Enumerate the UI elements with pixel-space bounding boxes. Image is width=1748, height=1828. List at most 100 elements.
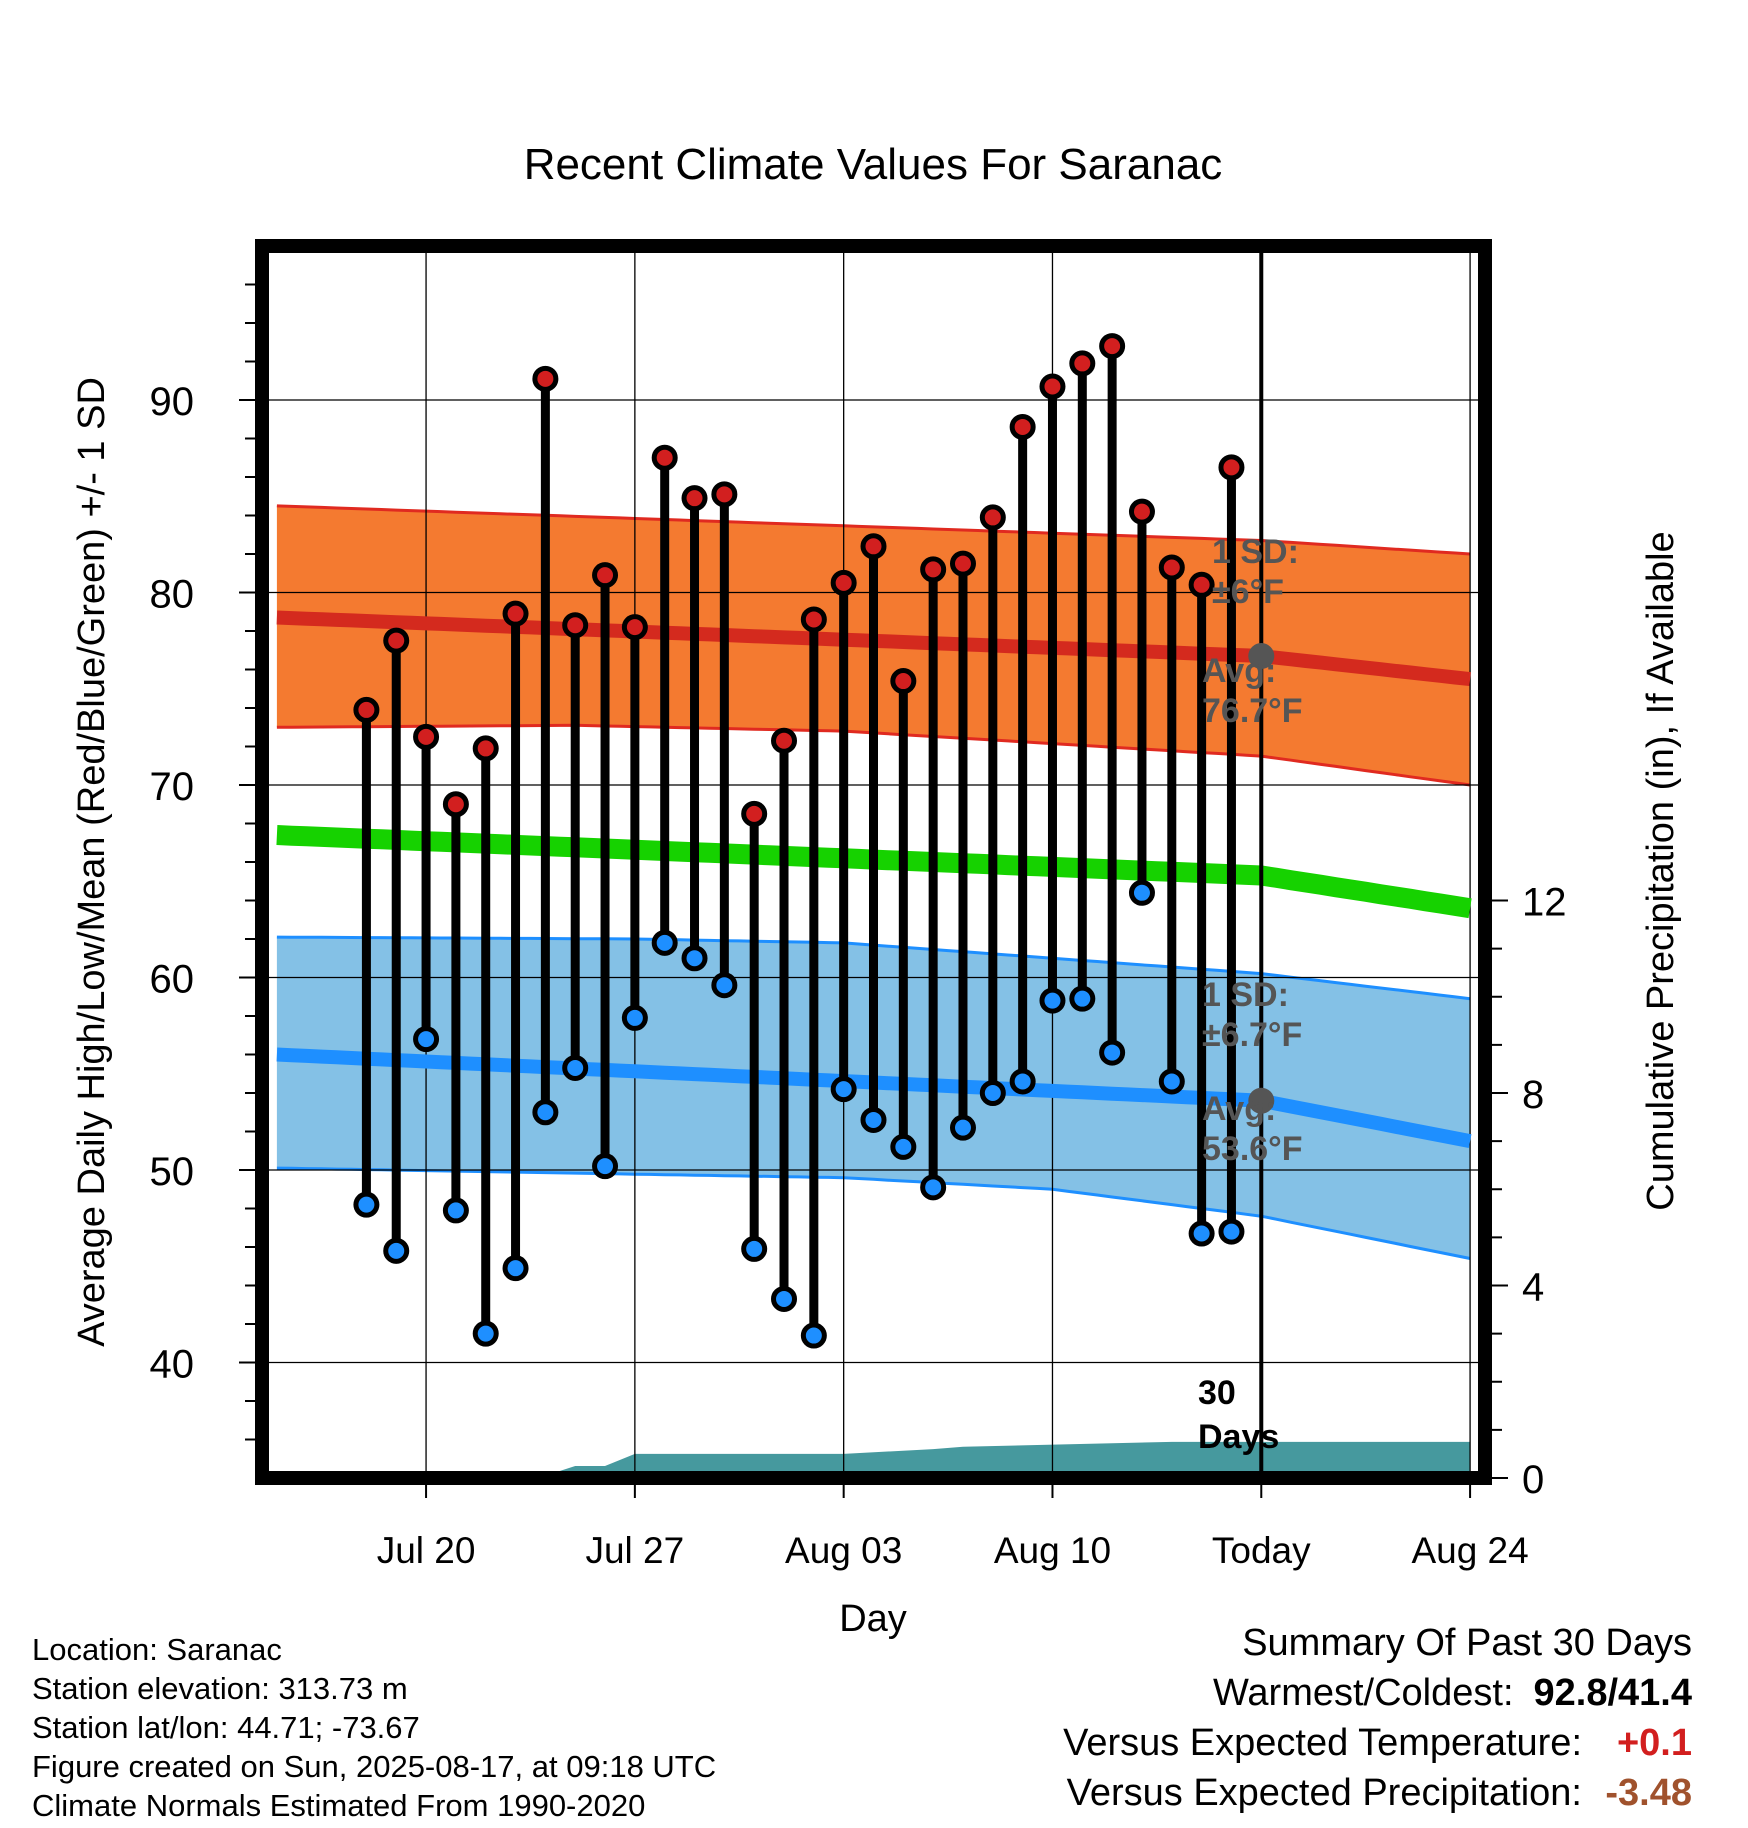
daily-low-point xyxy=(502,1255,529,1282)
daily-high-point xyxy=(800,606,827,633)
x-tick-label: Aug 24 xyxy=(1411,1530,1528,1571)
y-right-tick-label: 8 xyxy=(1522,1073,1544,1117)
daily-low-point xyxy=(711,972,738,999)
precip-area xyxy=(276,1441,1471,1478)
summary-panel: Summary Of Past 30 Days Warmest/Coldest:… xyxy=(1063,1622,1692,1822)
x-tick-label: Aug 03 xyxy=(785,1530,902,1571)
daily-low-point xyxy=(1009,1068,1036,1095)
daily-high-point xyxy=(949,550,976,577)
daily-low-point xyxy=(1099,1039,1126,1066)
daily-high-point xyxy=(353,696,380,723)
plot-frame xyxy=(255,239,1492,1485)
daily-low-point xyxy=(1128,879,1155,906)
y-left-tick-label: 80 xyxy=(150,573,195,617)
daily-low-point xyxy=(621,1004,648,1031)
days-label-line: 30 xyxy=(1198,1374,1236,1412)
low-band-lower-edge xyxy=(276,1166,1471,1260)
warm-cold-label: Warmest/Coldest: xyxy=(1212,1672,1514,1714)
x-tick-label: Today xyxy=(1212,1530,1311,1571)
temp-departure-value: +0.1 xyxy=(1616,1722,1692,1764)
daily-high-point xyxy=(442,791,469,818)
normals-text: Climate Normals Estimated From 1990-2020 xyxy=(32,1788,646,1823)
low-sd-annotation-line: 1 SD: xyxy=(1202,976,1289,1014)
daily-high-point xyxy=(920,556,947,583)
daily-high-point xyxy=(1188,571,1215,598)
low-sd-annotation: 1 SD:±6.7°F xyxy=(1202,976,1302,1054)
high-sd-annotation-line: 1 SD: xyxy=(1212,533,1299,571)
daily-high-point xyxy=(502,600,529,627)
station-info: Location: Saranac Station elevation: 313… xyxy=(32,1630,716,1825)
daily-high-point xyxy=(383,627,410,654)
low-avg-annotation-line: 53.6°F xyxy=(1202,1130,1303,1168)
warm-cold-value: 92.8/41.4 xyxy=(1533,1672,1692,1714)
y-right-axis-title: Cumulative Precipitation (in), If Availa… xyxy=(1640,531,1682,1210)
high-avg-annotation-line: Avg: xyxy=(1202,652,1276,690)
daily-high-point xyxy=(771,727,798,754)
daily-low-point xyxy=(532,1099,559,1126)
daily-low-point xyxy=(1158,1068,1185,1095)
high-avg-annotation: Avg:76.7°F xyxy=(1202,652,1303,730)
y-left-tick-label: 50 xyxy=(150,1150,195,1194)
x-tick-label: Jul 20 xyxy=(377,1530,476,1571)
x-tick-label: Aug 10 xyxy=(994,1530,1111,1571)
low-sd-annotation-line: ±6.7°F xyxy=(1202,1016,1302,1054)
low-avg-annotation: Avg:53.6°F xyxy=(1202,1090,1303,1168)
precip-departure-label: Versus Expected Precipitation: xyxy=(1066,1772,1582,1814)
days-label: 30 Days xyxy=(1198,1374,1279,1456)
high-sd-annotation: 1 SD:±6°F xyxy=(1212,533,1299,611)
y-left-tick-label: 70 xyxy=(150,765,195,809)
daily-low-point xyxy=(741,1235,768,1262)
elevation-text: Station elevation: 313.73 m xyxy=(32,1671,408,1706)
y-left-tick-label: 40 xyxy=(150,1343,195,1387)
summary-title: Summary Of Past 30 Days xyxy=(1242,1622,1692,1664)
y-left-tick-label: 60 xyxy=(150,958,195,1002)
daily-low-point xyxy=(1188,1220,1215,1247)
daily-high-point xyxy=(1039,373,1066,400)
daily-low-point xyxy=(681,945,708,972)
daily-low-point xyxy=(353,1191,380,1218)
high-avg-marker xyxy=(1248,643,1275,670)
high-band-upper-edge xyxy=(276,504,1471,556)
daily-low-point xyxy=(949,1114,976,1141)
daily-low-point xyxy=(442,1197,469,1224)
y-left-axis-title: Average Daily High/Low/Mean (Red/Blue/Gr… xyxy=(71,377,113,1347)
daily-low-point xyxy=(592,1153,619,1180)
daily-low-point xyxy=(920,1174,947,1201)
daily-high-point xyxy=(1069,350,1096,377)
daily-low-point xyxy=(771,1285,798,1312)
daily-high-point xyxy=(1009,413,1036,440)
daily-low-point xyxy=(860,1106,887,1133)
daily-high-point xyxy=(651,444,678,471)
daily-high-point xyxy=(1158,554,1185,581)
high-sd-annotation-line: ±6°F xyxy=(1212,573,1284,611)
daily-low-point xyxy=(383,1237,410,1264)
y-right-tick-label: 4 xyxy=(1522,1266,1544,1310)
daily-low-point xyxy=(890,1133,917,1160)
daily-low-point xyxy=(651,929,678,956)
daily-high-point xyxy=(741,800,768,827)
daily-high-point xyxy=(562,612,589,639)
daily-high-point xyxy=(890,668,917,695)
daily-low-point xyxy=(1069,985,1096,1012)
daily-high-point xyxy=(1128,498,1155,525)
daily-high-point xyxy=(830,569,857,596)
chart-title: Recent Climate Values For Saranac xyxy=(524,140,1223,189)
daily-high-point xyxy=(979,504,1006,531)
daily-high-point xyxy=(472,735,499,762)
x-axis-title: Day xyxy=(839,1598,907,1640)
daily-high-point xyxy=(592,562,619,589)
daily-high-point xyxy=(621,614,648,641)
precip-departure-value: -3.48 xyxy=(1605,1772,1692,1814)
daily-low-point xyxy=(413,1026,440,1053)
daily-low-point xyxy=(1039,987,1066,1014)
latlon-text: Station lat/lon: 44.71; -73.67 xyxy=(32,1710,420,1745)
low-avg-annotation-line: Avg: xyxy=(1202,1090,1276,1128)
daily-low-point xyxy=(472,1320,499,1347)
daily-high-point xyxy=(532,365,559,392)
low-avg-marker xyxy=(1248,1087,1275,1114)
days-label-line: Days xyxy=(1198,1418,1279,1456)
x-tick-label: Jul 27 xyxy=(585,1530,684,1571)
daily-low-point xyxy=(979,1080,1006,1106)
